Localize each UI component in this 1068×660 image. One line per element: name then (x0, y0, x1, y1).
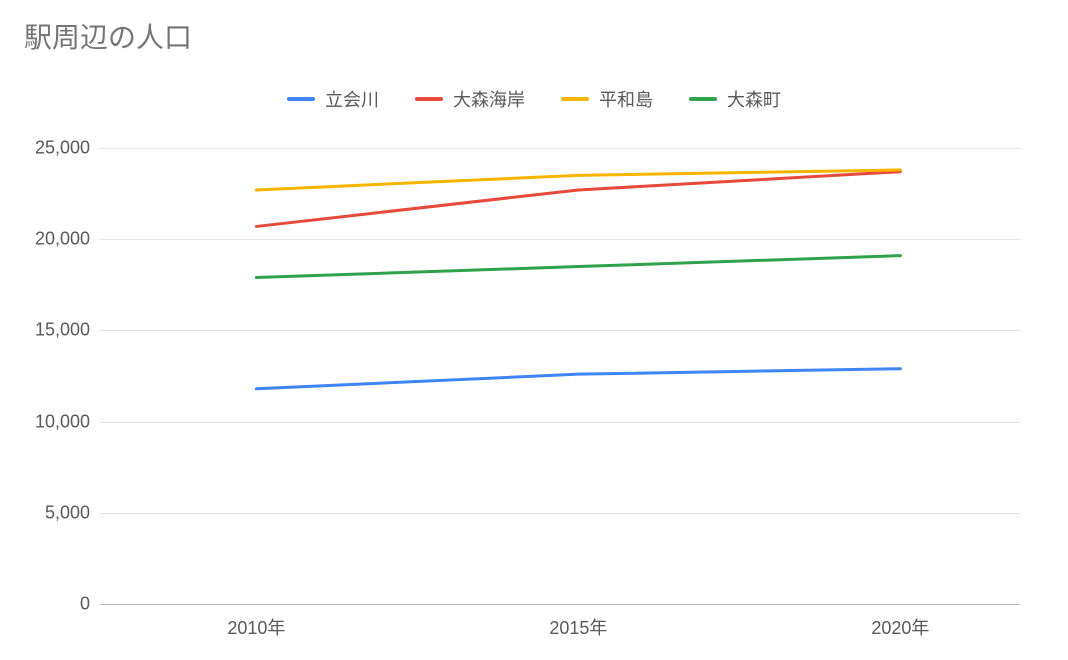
legend-label: 大森町 (727, 86, 781, 112)
x-tick-label: 2015年 (549, 604, 607, 640)
series-line (256, 170, 900, 190)
y-tick-label: 25,000 (35, 138, 100, 159)
legend-swatch (287, 97, 315, 101)
legend-label: 立会川 (325, 86, 379, 112)
chart-lines-svg (100, 148, 1020, 604)
series-line (256, 256, 900, 278)
y-tick-label: 15,000 (35, 320, 100, 341)
y-gridline (100, 330, 1020, 331)
legend-item: 大森海岸 (415, 86, 525, 112)
y-gridline (100, 148, 1020, 149)
legend-item: 平和島 (561, 86, 653, 112)
x-tick-label: 2010年 (227, 604, 285, 640)
chart-legend: 立会川 大森海岸 平和島 大森町 (0, 86, 1068, 112)
y-gridline (100, 239, 1020, 240)
y-tick-label: 0 (80, 594, 100, 615)
y-tick-label: 5,000 (45, 502, 100, 523)
series-line (256, 172, 900, 227)
plot-area: 05,00010,00015,00020,00025,0002010年2015年… (100, 148, 1020, 604)
chart-title: 駅周辺の人口 (24, 16, 192, 56)
legend-swatch (689, 97, 717, 101)
legend-label: 大森海岸 (453, 86, 525, 112)
legend-item: 立会川 (287, 86, 379, 112)
series-line (256, 369, 900, 389)
legend-swatch (561, 97, 589, 101)
x-tick-label: 2020年 (871, 604, 929, 640)
y-gridline (100, 422, 1020, 423)
y-tick-label: 10,000 (35, 411, 100, 432)
y-gridline (100, 513, 1020, 514)
y-tick-label: 20,000 (35, 229, 100, 250)
legend-label: 平和島 (599, 86, 653, 112)
legend-item: 大森町 (689, 86, 781, 112)
legend-swatch (415, 97, 443, 101)
